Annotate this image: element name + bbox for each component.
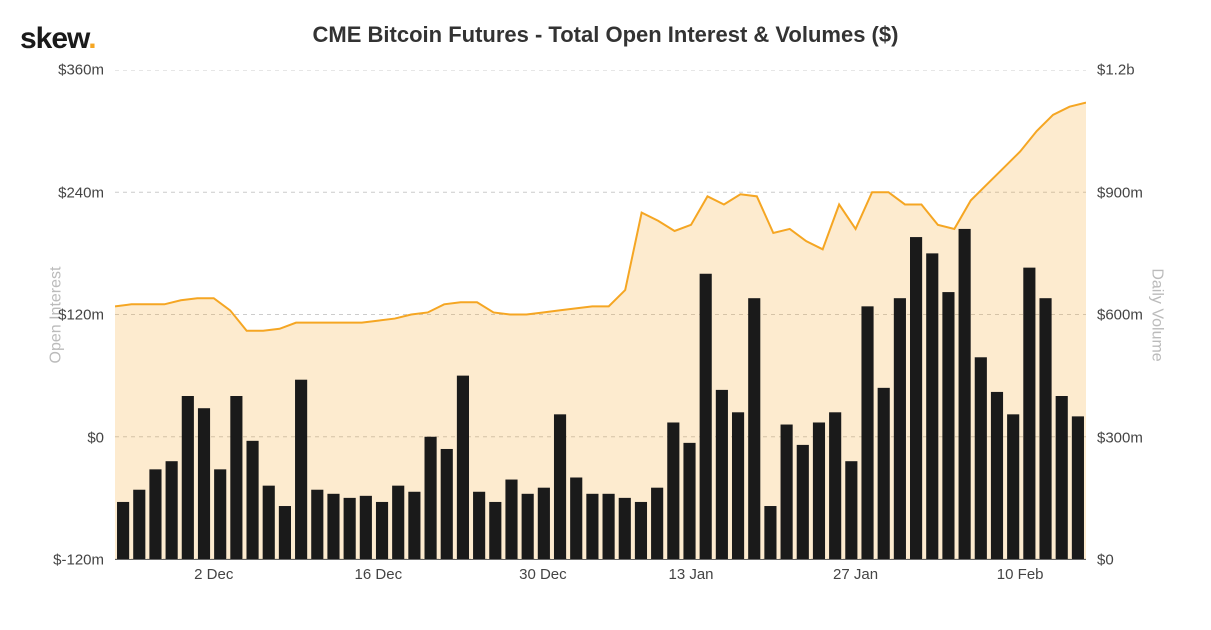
volume-bar (910, 237, 922, 559)
volume-bar (667, 422, 679, 559)
volume-bar (117, 502, 129, 559)
volume-bar (926, 253, 938, 559)
volume-bar (425, 437, 437, 559)
volume-bar (1023, 268, 1035, 559)
volume-bar (392, 486, 404, 559)
volume-bar (538, 488, 550, 559)
x-tick: 16 Dec (355, 566, 403, 583)
volume-bar (586, 494, 598, 559)
volume-bar (845, 461, 857, 559)
y-left-tick: $240m (58, 184, 104, 201)
volume-bar (441, 449, 453, 559)
volume-bar (457, 376, 469, 559)
volume-bar (683, 443, 695, 559)
volume-bar (376, 502, 388, 559)
chart-title: CME Bitcoin Futures - Total Open Interes… (0, 22, 1211, 48)
volume-bar (894, 298, 906, 559)
volume-bar (651, 488, 663, 559)
y-left-tick: $360m (58, 62, 104, 79)
volume-bar (619, 498, 631, 559)
volume-bar (959, 229, 971, 559)
volume-bar (1007, 414, 1019, 559)
y-right-tick: $600m (1097, 307, 1143, 324)
x-axis-ticks: 2 Dec 16 Dec 30 Dec 13 Jan 27 Jan 10 Feb (115, 560, 1086, 590)
volume-bar (975, 357, 987, 559)
volume-bar (570, 478, 582, 560)
volume-bar (344, 498, 356, 559)
volume-bar (311, 490, 323, 559)
x-tick: 10 Feb (997, 566, 1044, 583)
y-left-tick: $-120m (53, 552, 104, 569)
volume-bar (748, 298, 760, 559)
y-right-tick: $1.2b (1097, 62, 1135, 79)
volume-bar (732, 412, 744, 559)
volume-bar (505, 480, 517, 559)
y-left-tick: $120m (58, 307, 104, 324)
volume-bar (554, 414, 566, 559)
x-tick: 27 Jan (833, 566, 878, 583)
volume-bar (133, 490, 145, 559)
volume-bar (295, 380, 307, 559)
y-right-tick: $0 (1097, 552, 1114, 569)
y-axis-right-ticks: $0$300m$600m$900m$1.2b (1091, 70, 1151, 560)
volume-bar (230, 396, 242, 559)
volume-bar (327, 494, 339, 559)
volume-bar (861, 306, 873, 559)
volume-bar (214, 469, 226, 559)
volume-bar (166, 461, 178, 559)
y-right-tick: $900m (1097, 184, 1143, 201)
volume-bar (781, 425, 793, 559)
volume-bar (149, 469, 161, 559)
volume-bar (522, 494, 534, 559)
volume-bar (991, 392, 1003, 559)
volume-bar (797, 445, 809, 559)
volume-bar (279, 506, 291, 559)
volume-bar (700, 274, 712, 559)
volume-bar (408, 492, 420, 559)
chart-container: $-120m$0$120m$240m$360m $0$300m$600m$900… (50, 70, 1151, 590)
x-tick: 2 Dec (194, 566, 233, 583)
volume-bar (198, 408, 210, 559)
volume-bar (246, 441, 258, 559)
volume-bar (829, 412, 841, 559)
x-tick: 13 Jan (668, 566, 713, 583)
volume-bar (878, 388, 890, 559)
y-right-tick: $300m (1097, 429, 1143, 446)
volume-bar (942, 292, 954, 559)
volume-bar (473, 492, 485, 559)
volume-bar (764, 506, 776, 559)
volume-bar (1056, 396, 1068, 559)
y-left-tick: $0 (87, 429, 104, 446)
volume-bar (813, 422, 825, 559)
volume-bar (1072, 416, 1084, 559)
y-axis-left-ticks: $-120m$0$120m$240m$360m (50, 70, 110, 560)
chart-svg (115, 70, 1086, 559)
volume-bar (263, 486, 275, 559)
volume-bar (603, 494, 615, 559)
volume-bar (489, 502, 501, 559)
volume-bar (1039, 298, 1051, 559)
volume-bar (635, 502, 647, 559)
plot-area (115, 70, 1086, 560)
x-tick: 30 Dec (519, 566, 567, 583)
volume-bar (716, 390, 728, 559)
volume-bar (360, 496, 372, 559)
volume-bar (182, 396, 194, 559)
